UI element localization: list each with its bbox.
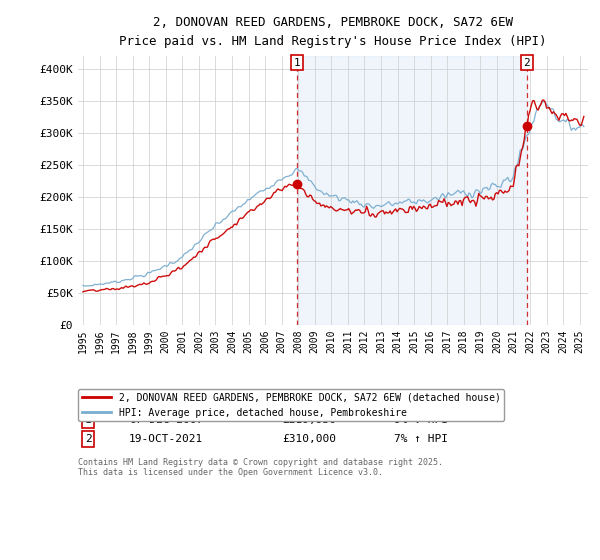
Text: 1: 1: [293, 58, 301, 68]
Text: 2: 2: [523, 58, 530, 68]
Title: 2, DONOVAN REED GARDENS, PEMBROKE DOCK, SA72 6EW
Price paid vs. HM Land Registry: 2, DONOVAN REED GARDENS, PEMBROKE DOCK, …: [119, 16, 547, 48]
Text: 07-DEC-2007: 07-DEC-2007: [129, 415, 203, 425]
Text: 1: 1: [85, 415, 92, 425]
Bar: [297, 56, 527, 325]
Text: 9% ↓ HPI: 9% ↓ HPI: [394, 415, 448, 425]
Text: 7% ↑ HPI: 7% ↑ HPI: [394, 434, 448, 444]
Legend: 2, DONOVAN REED GARDENS, PEMBROKE DOCK, SA72 6EW (detached house), HPI: Average : 2, DONOVAN REED GARDENS, PEMBROKE DOCK, …: [78, 389, 505, 422]
Text: 19-OCT-2021: 19-OCT-2021: [129, 434, 203, 444]
Text: £219,950: £219,950: [282, 415, 336, 425]
Text: £310,000: £310,000: [282, 434, 336, 444]
Text: 2: 2: [85, 434, 92, 444]
Text: Contains HM Land Registry data © Crown copyright and database right 2025.
This d: Contains HM Land Registry data © Crown c…: [78, 458, 443, 477]
